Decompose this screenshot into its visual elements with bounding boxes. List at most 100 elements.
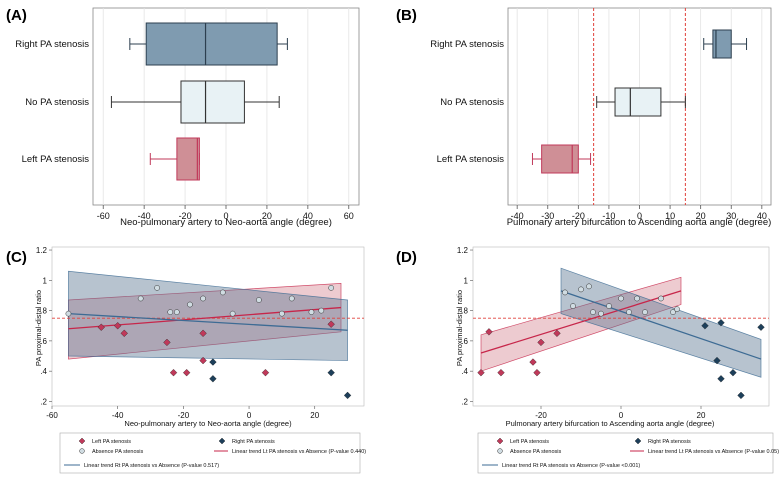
legend-absence-marker: [79, 448, 85, 454]
point-absence: [137, 295, 144, 302]
point-absence: [598, 310, 604, 317]
legend-right-trend-label: Linear trend Rt PA stenosis vs Absence (…: [502, 463, 640, 469]
y-tick-label: .4: [40, 367, 47, 376]
legend-left-marker: [496, 437, 504, 445]
point-left-stenosis: [553, 329, 561, 337]
point-absence: [200, 295, 206, 302]
point-left-stenosis: [163, 338, 171, 347]
y-tick-label: .8: [461, 307, 468, 316]
point-absence: [562, 289, 568, 296]
y-tick-label: 1.2: [36, 246, 48, 255]
trend-line-right: [560, 290, 762, 360]
legend-left-label: Left PA stenosis: [510, 439, 549, 445]
point-right-stenosis: [209, 358, 217, 366]
point-right-stenosis: [701, 322, 709, 330]
y-tick-label: 1.2: [457, 246, 469, 255]
point-left-stenosis: [529, 358, 537, 366]
box: [145, 22, 278, 66]
x-tick-label: -60: [46, 411, 58, 420]
point-left-stenosis: [182, 369, 191, 377]
point-absence: [634, 295, 640, 302]
x-tick-label: 20: [696, 211, 706, 221]
panel-b: (B) -40 -30 -20 -10 0 10 20 30 40 Right PA stenos…: [396, 7, 772, 228]
legend-right-label: Right PA stenosis: [232, 439, 275, 445]
point-absence: [65, 310, 72, 317]
point-left-stenosis: [485, 328, 493, 336]
legend-absence-marker: [497, 448, 503, 454]
x-tick-label: -40: [511, 211, 524, 221]
point-right-stenosis: [737, 391, 745, 400]
x-tick-label: -40: [138, 211, 151, 221]
point-right-stenosis: [729, 369, 737, 377]
x-tick-label: 30: [726, 211, 736, 221]
x-tick-label: -30: [541, 211, 554, 221]
point-right-stenosis: [717, 319, 725, 327]
x-tick-label: -20: [572, 211, 585, 221]
legend-left-marker: [78, 437, 86, 445]
panel-a-xlabel: Neo-pulmonary artery to Neo-aorta angle …: [120, 217, 332, 228]
point-absence: [318, 307, 325, 314]
x-tick-label: 0: [223, 211, 228, 221]
point-absence: [256, 297, 262, 303]
trend-line-right: [68, 312, 348, 331]
point-left-stenosis: [169, 369, 178, 377]
panel-c: (C) PA proximal-distal ratio .2 .4 .6 .8 1 1.…: [6, 246, 366, 474]
x-tick-label: 60: [344, 211, 354, 221]
x-tick-label: 20: [697, 411, 706, 420]
panel-d-xlabel: Pulmonary artery bifurcation to Ascendin…: [506, 419, 715, 428]
panel-a-label: (A): [6, 7, 27, 24]
box: [614, 87, 662, 117]
category-label: Left PA stenosis: [22, 154, 90, 165]
point-absence: [590, 309, 596, 315]
x-tick-label: -40: [112, 411, 124, 420]
legend-right-label: Right PA stenosis: [648, 439, 691, 445]
point-absence: [626, 309, 632, 315]
panel-a: (A) -60 -40 -20 0 20 40 60 Right PA stenosis No …: [6, 7, 360, 228]
point-absence: [288, 295, 295, 302]
point-absence: [578, 286, 584, 293]
legend-absence-label: Absence PA stenosis: [92, 449, 144, 455]
legend-left-trend-label: Linear trend Lt PA stenosis vs Absence (…: [232, 449, 366, 455]
point-absence: [570, 303, 576, 309]
point-right-stenosis: [717, 375, 725, 383]
point-left-stenosis: [327, 320, 335, 328]
category-label: Right PA stenosis: [430, 39, 504, 50]
panel-c-xlabel: Neo-pulmonary artery to Neo-aorta angle …: [124, 419, 292, 428]
x-tick-label: -20: [178, 411, 190, 420]
point-right-stenosis: [209, 375, 217, 383]
legend-right-marker: [218, 437, 226, 445]
point-left-stenosis: [537, 338, 545, 347]
point-left-stenosis: [199, 356, 207, 365]
ci-band-left: [480, 276, 682, 372]
x-tick-label: -60: [97, 211, 110, 221]
y-tick-label: 1: [464, 276, 469, 285]
legend-left-trend-label: Linear trend Lt PA stenosis vs Absence (…: [648, 449, 779, 455]
x-tick-label: -10: [602, 211, 615, 221]
box: [541, 144, 579, 174]
point-absence: [586, 283, 592, 290]
x-tick-label: -20: [535, 411, 547, 420]
point-absence: [658, 295, 664, 302]
point-absence: [606, 303, 612, 309]
point-right-stenosis: [713, 356, 721, 365]
y-tick-label: .6: [40, 337, 47, 346]
trend-line-left: [68, 306, 342, 330]
point-absence: [670, 309, 676, 315]
y-tick-label: .2: [461, 397, 468, 406]
y-tick-label: .2: [40, 397, 47, 406]
panel-c-legend-box: [59, 432, 361, 474]
point-left-stenosis: [497, 369, 505, 377]
point-absence: [642, 309, 648, 315]
legend-absence-label: Absence PA stenosis: [510, 449, 562, 455]
legend-right-trend-label: Linear trend Rt PA stenosis vs Absence (…: [84, 463, 219, 469]
point-left-stenosis: [477, 369, 485, 377]
y-tick-label: .6: [461, 337, 468, 346]
panel-c-label: (C): [6, 249, 27, 266]
panel-d-legend-box: [477, 432, 774, 474]
point-absence: [173, 309, 180, 315]
y-tick-label: .8: [40, 307, 47, 316]
point-right-stenosis: [343, 391, 352, 400]
x-tick-label: 10: [665, 211, 675, 221]
ci-band-right: [560, 267, 762, 378]
